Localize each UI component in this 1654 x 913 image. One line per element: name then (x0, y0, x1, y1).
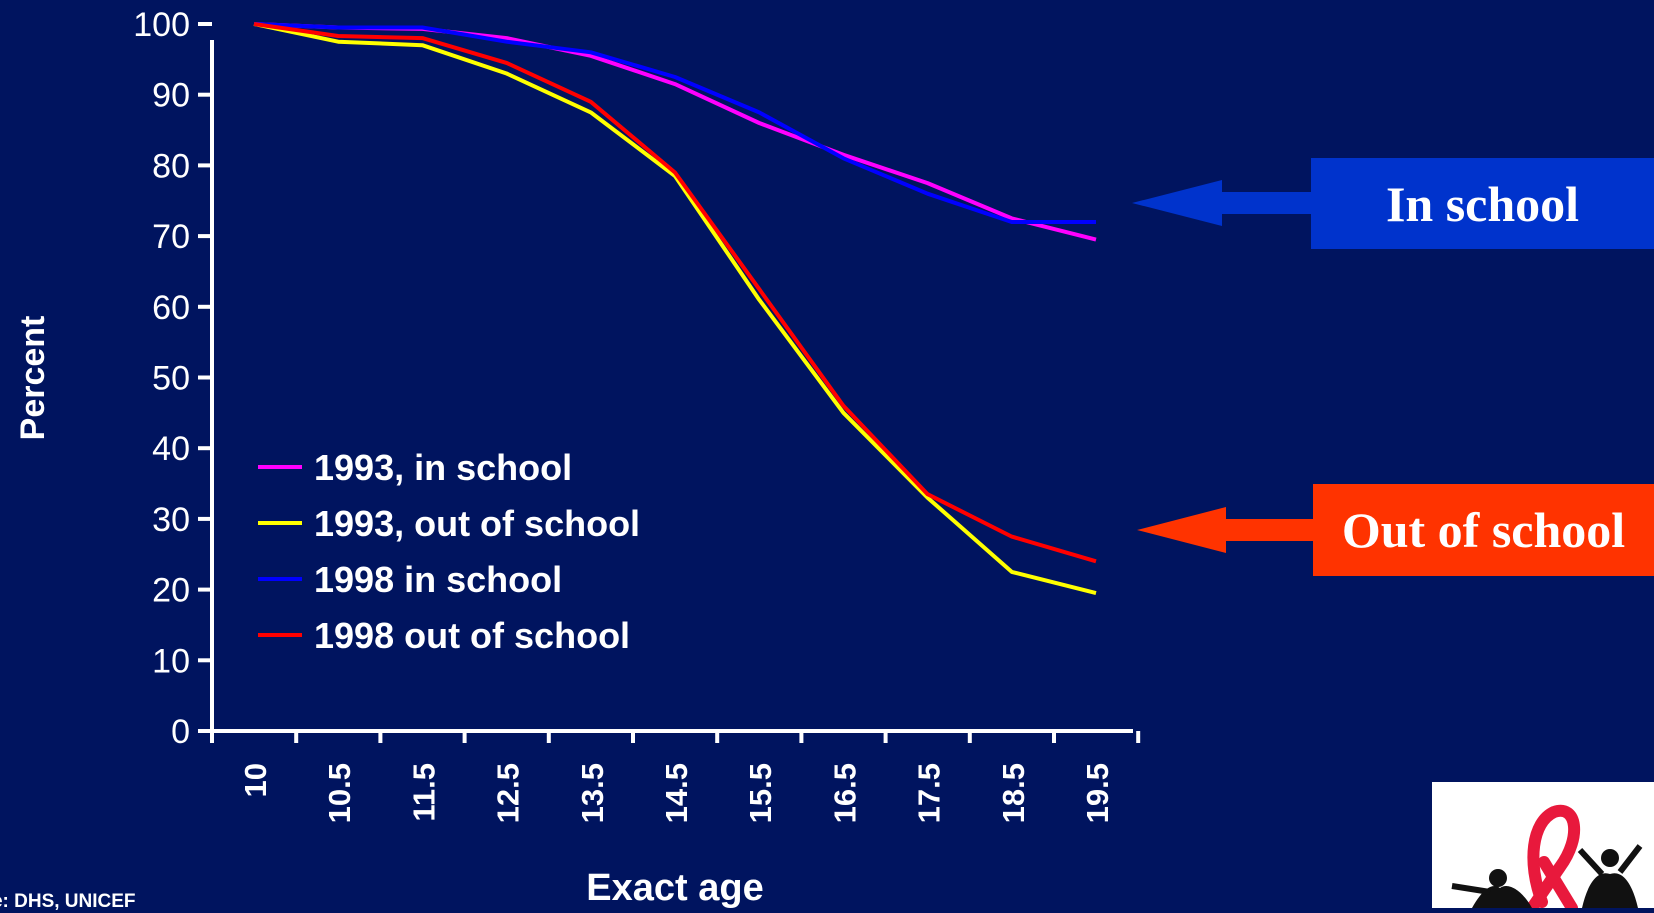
x-axis: 10 10.5 11.5 12.5 13.5 14.5 15.5 16.5 17.5 18.5 19… (210, 729, 1141, 823)
x-tick-label: 18.5 (996, 763, 1031, 823)
legend: 1993, in school 1993, out of school 1998 i… (258, 447, 640, 656)
y-tick-label: 40 (152, 430, 190, 468)
x-tick-label: 17.5 (912, 763, 947, 823)
out-of-school-callout: Out of school (1313, 484, 1654, 576)
y-tick-label: 0 (171, 713, 190, 751)
x-tick-label: 16.5 (827, 763, 862, 823)
series-lines (253, 22, 1097, 596)
legend-label: 1993, out of school (314, 503, 640, 544)
legend-label: 1993, in school (314, 447, 572, 488)
source-note: rce: DHS, UNICEF (0, 891, 136, 912)
x-axis-title: Exact age (586, 867, 763, 908)
in-school-arrow-icon (1132, 180, 1311, 226)
y-tick-label: 80 (152, 147, 190, 185)
series-line-4 (253, 22, 1097, 564)
y-tick-label: 50 (152, 360, 190, 398)
x-tick-label: 13.5 (575, 763, 610, 823)
y-tick-label: 100 (133, 6, 190, 44)
y-tick-label: 30 (152, 501, 190, 539)
in-school-callout-label: In school (1385, 175, 1580, 232)
x-tick-label: 10.5 (322, 763, 357, 823)
x-tick-label: 15.5 (743, 763, 778, 823)
out-of-school-arrow-icon (1137, 507, 1313, 553)
y-axis-title: Percent (14, 316, 52, 441)
x-tick-label: 19.5 (1080, 763, 1115, 823)
y-axis: 0 10 20 30 40 50 60 70 80 90 100 (133, 6, 214, 751)
x-tick-label: 10 (238, 763, 273, 797)
y-tick-label: 70 (152, 218, 190, 256)
aids-ribbon-people-icon (1432, 782, 1654, 908)
in-school-callout: In school (1311, 158, 1654, 249)
x-tick-label: 12.5 (491, 763, 526, 823)
legend-label: 1998 out of school (314, 615, 630, 656)
x-tick-label: 14.5 (659, 763, 694, 823)
out-of-school-callout-label: Out of school (1341, 502, 1626, 558)
y-tick-label: 90 (152, 77, 190, 115)
y-tick-label: 10 (152, 642, 190, 680)
legend-label: 1998 in school (314, 559, 562, 600)
x-tick-label: 11.5 (406, 763, 441, 822)
series-line-2 (253, 22, 1097, 596)
y-tick-label: 20 (152, 572, 190, 610)
series-line-3 (253, 22, 1096, 224)
y-tick-label: 60 (152, 289, 190, 327)
